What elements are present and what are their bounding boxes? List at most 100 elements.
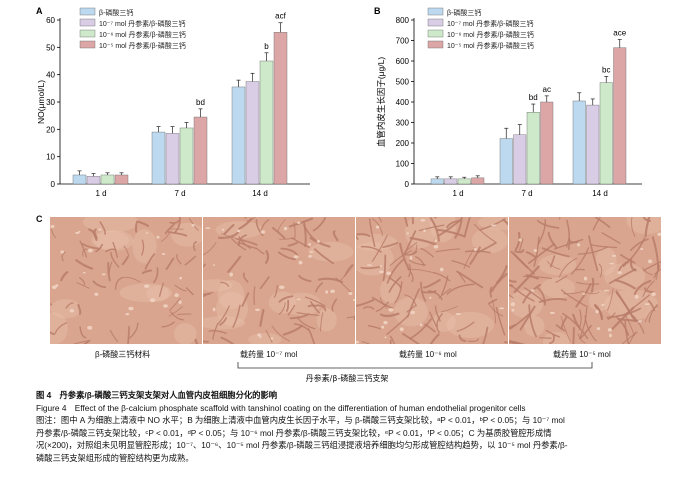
cell — [271, 325, 291, 342]
light-patch — [509, 290, 544, 318]
cell — [592, 217, 602, 231]
cell-body — [603, 289, 610, 292]
cell — [409, 237, 437, 246]
cell-body — [283, 226, 288, 231]
cell — [296, 316, 316, 330]
panel-label: B — [374, 6, 381, 16]
x-tick-label: 1 d — [452, 189, 463, 198]
caption-title-en: Figure 4 Effect of the β-calcium phospha… — [36, 402, 526, 413]
micrograph-caption-1e-7: 载药量 10⁻⁷ mol — [240, 350, 298, 359]
y-tick-label: 300 — [396, 119, 410, 128]
cell — [577, 246, 609, 255]
cell — [278, 302, 286, 315]
cell-body — [530, 289, 535, 292]
cell — [77, 303, 82, 315]
light-patch — [604, 289, 658, 321]
cell — [522, 283, 542, 304]
cell — [203, 291, 214, 298]
cell — [161, 321, 175, 328]
cell-body — [386, 271, 392, 276]
light-patch — [203, 316, 246, 330]
cell — [514, 249, 525, 254]
cell — [169, 219, 180, 224]
cell-body — [149, 298, 156, 303]
cell — [367, 324, 381, 330]
cell-body — [640, 248, 644, 251]
cell — [315, 282, 323, 293]
cell — [495, 307, 506, 336]
light-patch — [173, 323, 197, 344]
cell-body — [533, 248, 538, 252]
bar — [86, 176, 101, 185]
cell — [121, 256, 129, 266]
cell — [174, 284, 187, 292]
cell — [546, 260, 561, 270]
cell-body — [409, 256, 413, 260]
cell — [424, 323, 436, 333]
y-tick-label: 60 — [46, 16, 55, 25]
cell — [509, 279, 517, 283]
cell-body — [399, 327, 404, 332]
cell — [203, 263, 206, 268]
cell — [418, 224, 445, 232]
legend-swatch — [427, 7, 444, 16]
cell — [255, 219, 264, 237]
cell — [375, 301, 389, 312]
cell — [164, 223, 175, 235]
cell-body — [293, 255, 299, 259]
caption-line: 丹参素/β-磷酸三钙支架比较，ᶜP < 0.01，ᵈP < 0.05；与 10⁻… — [36, 427, 552, 438]
cell — [404, 294, 417, 307]
cell — [264, 250, 270, 264]
cell — [621, 332, 638, 344]
cell-body — [375, 225, 380, 229]
cell-body — [518, 238, 523, 242]
cell — [153, 267, 159, 284]
cell — [356, 299, 375, 307]
y-axis-label: NO(μmol/L) — [36, 80, 46, 124]
cell — [438, 288, 452, 299]
micrograph-background — [356, 217, 508, 344]
cell — [144, 253, 156, 270]
cell — [502, 218, 508, 226]
light-patch — [471, 227, 508, 254]
cell-body — [348, 291, 353, 296]
cell-body — [308, 255, 312, 258]
cell — [415, 256, 425, 267]
cell — [629, 258, 637, 272]
cell — [434, 305, 441, 322]
cell — [291, 237, 310, 249]
legend-swatch — [427, 29, 444, 38]
cell — [464, 250, 491, 254]
cell — [404, 217, 409, 227]
cell — [112, 241, 118, 258]
cell-body — [644, 303, 650, 306]
cell — [473, 223, 497, 244]
cell-body — [128, 306, 134, 311]
micrograph-1e-5 — [509, 217, 661, 344]
cell — [371, 296, 394, 310]
cell — [287, 241, 298, 247]
cell — [469, 246, 481, 265]
caption-title-cn: 图 4 丹参素/β-磷酸三钙支架支架对人血管内皮祖细胞分化的影响 — [36, 390, 278, 400]
cell — [463, 217, 471, 238]
cell — [408, 263, 412, 277]
cell — [115, 276, 124, 290]
cell — [547, 231, 558, 249]
cell — [253, 286, 256, 305]
cell — [203, 242, 217, 256]
cell — [509, 313, 530, 330]
cell — [320, 312, 324, 332]
cell — [218, 231, 239, 240]
cell — [523, 287, 547, 304]
cell-body — [255, 308, 260, 312]
cell — [406, 288, 421, 318]
bar — [513, 134, 527, 185]
cell — [456, 270, 484, 289]
cell-body — [221, 228, 225, 232]
cell — [451, 260, 471, 268]
light-patch — [308, 241, 354, 262]
cell-body — [657, 232, 661, 237]
bar — [231, 86, 246, 185]
cell — [61, 251, 66, 262]
cell — [572, 326, 575, 344]
